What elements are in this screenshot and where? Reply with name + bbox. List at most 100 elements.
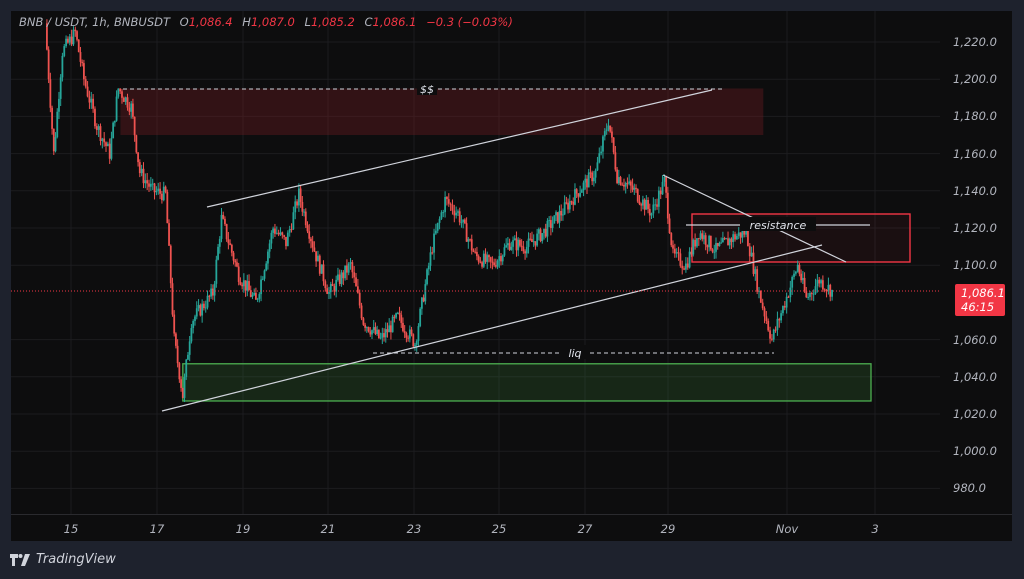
candle-body (308, 231, 311, 239)
candle-body (318, 255, 321, 274)
time-tick: 21 (320, 522, 336, 536)
candle-body (763, 308, 766, 317)
candle-body (539, 229, 542, 242)
candle-body (329, 284, 332, 293)
candle-body (176, 345, 179, 364)
candle-body (199, 305, 202, 316)
time-tick: 17 (149, 522, 165, 536)
candle-body (783, 306, 786, 308)
supply-zone[interactable] (120, 88, 764, 136)
candle-body (567, 202, 569, 210)
candle-body (463, 219, 466, 224)
candle-body (748, 246, 751, 257)
time-axis[interactable]: 15 17 19 21 23 25 27 29 Nov 3 (11, 514, 1012, 542)
candle-body (769, 330, 771, 339)
time-tick: 15 (63, 522, 79, 536)
candle-body (444, 196, 446, 213)
channel-lower-line[interactable] (161, 244, 823, 412)
candle-body (692, 239, 695, 255)
demand-zone[interactable] (182, 363, 872, 402)
chart-plot-area[interactable]: $$ liq resistance (11, 11, 940, 514)
candle-body (76, 31, 78, 40)
candle-body (65, 38, 67, 47)
candle-body (303, 211, 305, 213)
candle-body (77, 39, 80, 53)
candle-body (688, 251, 691, 268)
candle-body (750, 252, 753, 257)
candle-body (63, 46, 66, 56)
candle-body (636, 189, 639, 202)
candle-body (86, 86, 89, 97)
candle-body (679, 253, 682, 266)
candle-body (491, 261, 494, 263)
candle-body (74, 29, 77, 32)
candle-body (605, 129, 608, 132)
candle-body (603, 131, 606, 137)
candle-body (785, 296, 788, 308)
tradingview-brand[interactable]: TradingView (10, 552, 116, 567)
ss-label-bg (417, 81, 437, 95)
candle-body (144, 180, 147, 184)
candle-body (780, 313, 783, 321)
candle-body (124, 97, 127, 102)
candle-body (631, 185, 634, 190)
candle-body (686, 263, 689, 268)
resistance-label[interactable]: resistance (750, 219, 807, 232)
candle-body (541, 233, 544, 242)
candle-body (672, 245, 674, 249)
candle-body (178, 363, 181, 380)
candle-body (706, 244, 709, 248)
symbol-title[interactable]: BNB / USDT, 1h, BNBUSDT (19, 15, 171, 29)
candlestick-chart[interactable]: $$ liq resistance (11, 11, 940, 514)
candle-body (337, 274, 339, 280)
candle-body (708, 235, 711, 248)
candle-body (391, 316, 394, 333)
price-axis[interactable]: 1,220.0 1,200.0 1,180.0 1,160.0 1,140.0 1,120… (940, 11, 1012, 514)
price-tick: 1,040.0 (953, 369, 997, 384)
candle-body (823, 289, 826, 291)
candle-body (187, 354, 189, 360)
candle-body (390, 325, 392, 333)
candle-body (821, 280, 824, 290)
candle-body (292, 212, 295, 230)
candle-body (369, 331, 372, 335)
high-value: 1,087.0 (250, 15, 295, 29)
ss-label[interactable]: $$ (420, 83, 434, 96)
candle-body (628, 181, 631, 184)
candle-body (747, 228, 749, 247)
candle-body (68, 36, 71, 43)
candle-body (110, 138, 113, 159)
candle-body (122, 97, 125, 102)
candle-body (453, 210, 456, 216)
candle-body (774, 329, 777, 331)
candle-body (713, 251, 716, 253)
candle-body (732, 234, 735, 243)
candle-body (306, 225, 309, 232)
candle-body (607, 125, 610, 130)
channel-upper-line[interactable] (206, 89, 713, 208)
candle-body (155, 191, 158, 193)
candle-body (386, 329, 389, 333)
price-tick: 1,220.0 (953, 35, 997, 49)
candle-body (602, 136, 604, 152)
candle-body (328, 292, 330, 294)
candle-body (449, 203, 452, 205)
candle-body (383, 333, 385, 338)
candle-body (451, 204, 454, 211)
candle-body (237, 266, 240, 282)
candle-body (697, 238, 700, 240)
candle-body (524, 251, 526, 254)
candle-body (506, 243, 509, 246)
candle-body (415, 341, 418, 345)
candle-body (586, 178, 588, 188)
candle-body (556, 212, 559, 223)
candle-body (331, 284, 334, 286)
candle-body (505, 245, 508, 248)
candle-body (818, 279, 821, 284)
candle-body (132, 103, 134, 117)
candle-body (666, 192, 669, 219)
price-tick: 1,140.0 (953, 183, 997, 198)
candle-body (482, 253, 485, 267)
liq-label[interactable]: liq (568, 347, 581, 360)
candle-body (405, 333, 408, 338)
